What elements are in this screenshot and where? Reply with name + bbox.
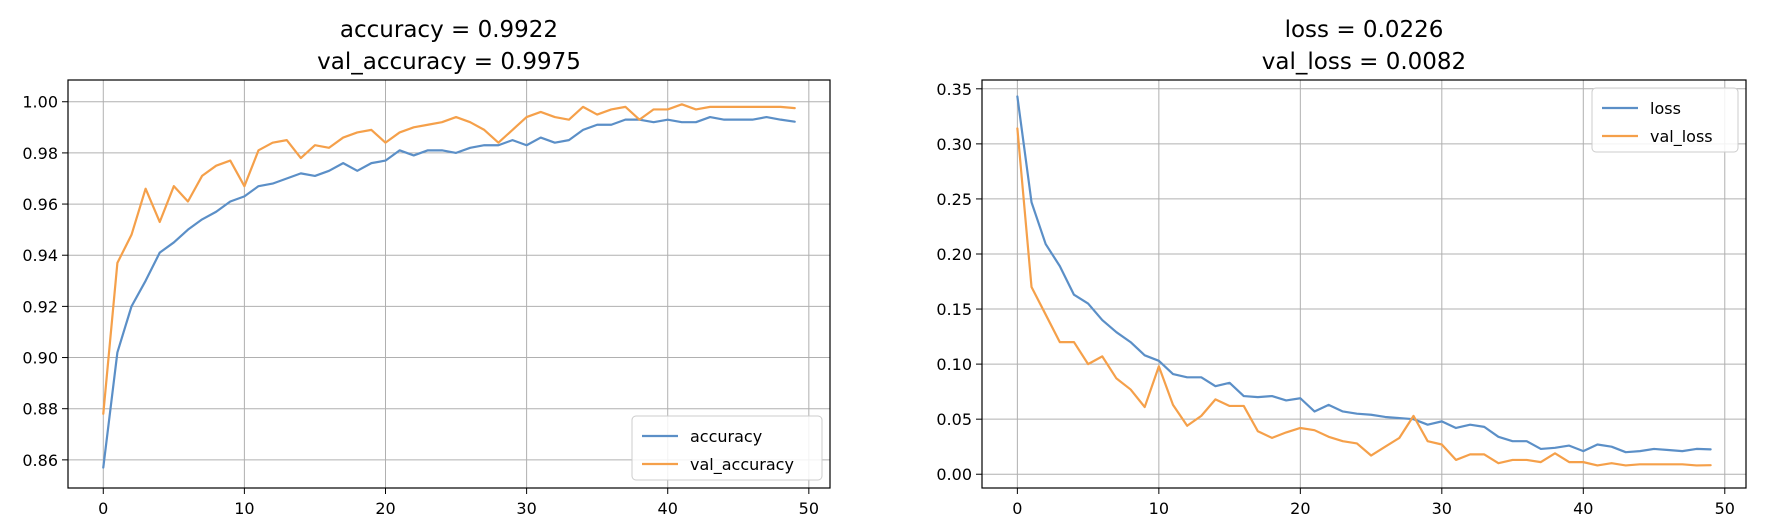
legend-label: loss xyxy=(1650,99,1681,118)
legend-label: accuracy xyxy=(690,427,762,446)
loss-chart: loss = 0.0226 val_loss = 0.0082 0 10 20 30 4… xyxy=(936,17,1747,518)
y-tick-label: 0.15 xyxy=(936,300,972,319)
series-line-val-accuracy xyxy=(102,103,796,415)
legend-label: val_accuracy xyxy=(690,455,794,475)
series-layer xyxy=(1016,95,1712,467)
legend-box xyxy=(631,415,823,481)
y-tick-label: 0.20 xyxy=(936,245,972,264)
chart-title-line-1: accuracy = 0.9922 xyxy=(340,17,558,43)
y-tick-label: 0.92 xyxy=(22,297,58,316)
y-tick-label: 0.35 xyxy=(936,80,972,99)
x-tick-label: 30 xyxy=(1432,499,1452,518)
y-tick-label: 1.00 xyxy=(22,93,58,112)
x-tick-label: 40 xyxy=(658,499,678,518)
series-line-val-loss xyxy=(1016,127,1712,467)
plot-frame xyxy=(67,79,831,489)
legend: loss val_loss xyxy=(1591,87,1739,153)
x-axis: 0 10 20 30 40 50 xyxy=(98,488,819,518)
chart-title-line-2: val_loss = 0.0082 xyxy=(1262,49,1466,75)
y-tick-label: 0.10 xyxy=(936,355,972,374)
x-tick-label: 50 xyxy=(1715,499,1735,518)
y-tick-label: 0.30 xyxy=(936,135,972,154)
plot-frame xyxy=(981,79,1747,489)
x-tick-label: 20 xyxy=(375,499,395,518)
grid xyxy=(68,80,830,488)
x-axis: 0 10 20 30 40 50 xyxy=(1012,488,1735,518)
accuracy-chart: accuracy = 0.9922 val_accuracy = 0.9975 … xyxy=(22,17,831,518)
y-tick-label: 0.25 xyxy=(936,190,972,209)
y-tick-label: 0.96 xyxy=(22,195,58,214)
legend: accuracy val_accuracy xyxy=(631,415,823,481)
legend-label: val_loss xyxy=(1650,127,1713,147)
chart-title-line-2: val_accuracy = 0.9975 xyxy=(317,49,581,75)
x-tick-label: 50 xyxy=(799,499,819,518)
x-tick-label: 10 xyxy=(1149,499,1169,518)
y-tick-label: 0.88 xyxy=(22,400,58,419)
y-axis: 0.00 0.05 0.10 0.15 0.20 0.25 0.30 0.35 xyxy=(936,80,982,484)
x-tick-label: 20 xyxy=(1290,499,1310,518)
x-tick-label: 10 xyxy=(234,499,254,518)
y-axis: 0.86 0.88 0.90 0.92 0.94 0.96 0.98 1.00 xyxy=(22,93,68,470)
x-tick-label: 30 xyxy=(516,499,536,518)
x-tick-label: 0 xyxy=(1012,499,1022,518)
y-tick-label: 0.00 xyxy=(936,465,972,484)
y-tick-label: 0.86 xyxy=(22,451,58,470)
chart-title-line-1: loss = 0.0226 xyxy=(1285,17,1444,43)
series-line-accuracy xyxy=(102,115,796,469)
x-tick-label: 40 xyxy=(1573,499,1593,518)
series-line-loss xyxy=(1016,95,1712,454)
y-tick-label: 0.90 xyxy=(22,349,58,368)
x-tick-label: 0 xyxy=(98,499,108,518)
y-tick-label: 0.94 xyxy=(22,246,58,265)
grid xyxy=(982,80,1746,488)
y-tick-label: 0.98 xyxy=(22,144,58,163)
series-layer xyxy=(102,103,796,469)
y-tick-label: 0.05 xyxy=(936,410,972,429)
